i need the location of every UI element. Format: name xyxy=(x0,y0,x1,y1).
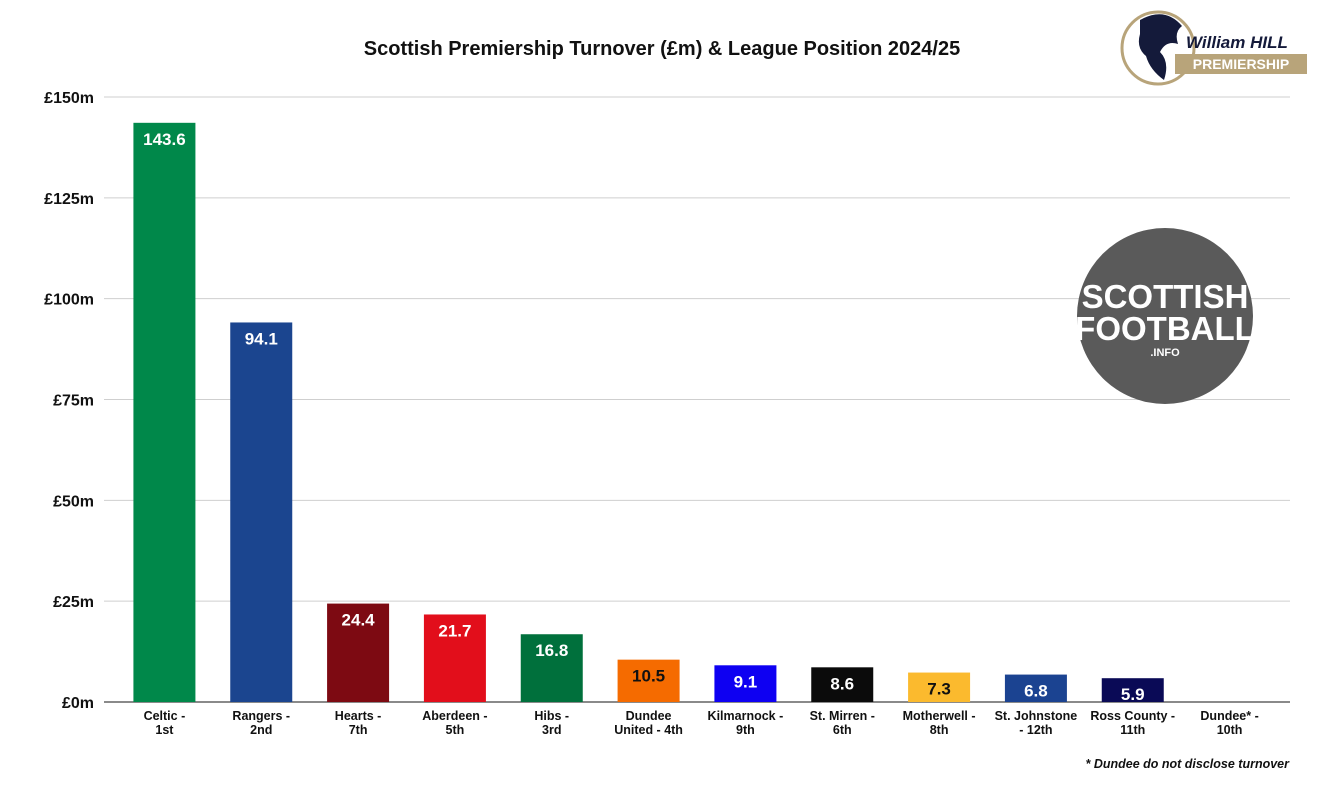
x-tick-label: Kilmarnock -9th xyxy=(708,709,784,737)
y-tick-label: £0m xyxy=(62,695,94,712)
y-tick-label: £50m xyxy=(53,493,94,510)
footnote: * Dundee do not disclose turnover xyxy=(1086,757,1291,771)
x-tick-label: St. Johnstone - 12th xyxy=(995,709,1078,737)
bar xyxy=(423,614,486,702)
x-tick-label: Hearts -7th xyxy=(335,709,382,737)
bar xyxy=(1004,674,1067,702)
data-label: 10.5 xyxy=(632,667,665,686)
data-label: 16.8 xyxy=(535,641,568,660)
bar xyxy=(230,322,293,702)
x-tick-label: Rangers -2nd xyxy=(232,709,290,737)
bar xyxy=(714,665,777,702)
y-axis-ticks: £0m £25m £50m £75m £100m £125m £150m xyxy=(44,90,94,712)
data-label: 5.9 xyxy=(1121,685,1145,704)
bar xyxy=(327,603,390,702)
scottish-football-info-logo: SCOTTISH FOOTBALL .INFO xyxy=(1075,228,1255,404)
premiership-banner-text: PREMIERSHIP xyxy=(1193,56,1289,72)
x-axis-ticks: Celtic -1st Rangers -2nd Hearts -7th Aberde… xyxy=(144,709,1259,737)
bar xyxy=(520,634,583,702)
lion-mane-icon xyxy=(1138,14,1182,81)
y-tick-label: £150m xyxy=(44,90,94,107)
watermark-line3: .INFO xyxy=(1150,347,1180,359)
x-tick-label: Hibs -3rd xyxy=(534,709,569,737)
bar xyxy=(811,667,874,702)
data-label: 94.1 xyxy=(245,329,278,348)
data-label: 8.6 xyxy=(830,674,854,693)
chart-title: Scottish Premiership Turnover (£m) & Lea… xyxy=(364,38,960,60)
gridlines xyxy=(104,96,1290,703)
watermark-circle xyxy=(1077,228,1253,404)
sponsor-name: William HILL xyxy=(1186,33,1288,52)
bars: 143.6 94.1 24.4 21.7 16.8 10.5 9.1 8.6 7.3 6.8 5.9 xyxy=(133,122,1164,704)
watermark-line1: SCOTTISH xyxy=(1082,278,1249,315)
y-tick-label: £75m xyxy=(53,393,94,410)
data-label: 6.8 xyxy=(1024,682,1048,701)
data-label: 24.4 xyxy=(342,611,376,630)
bar xyxy=(617,659,680,702)
y-tick-label: £25m xyxy=(53,594,94,611)
bar xyxy=(133,122,196,702)
x-tick-label: St. Mirren -6th xyxy=(810,709,875,737)
x-tick-label: Aberdeen -5th xyxy=(422,709,487,737)
data-label: 21.7 xyxy=(438,621,471,640)
premiership-logo: William HILL PREMIERSHIP xyxy=(1120,10,1307,86)
data-label: 9.1 xyxy=(734,672,758,691)
x-tick-label: Motherwell -8th xyxy=(903,709,976,737)
watermark-line2: FOOTBALL xyxy=(1075,310,1255,347)
x-tick-label: Celtic -1st xyxy=(144,709,186,737)
x-tick-label: Dundee United - 4th xyxy=(614,709,683,737)
data-label: 7.3 xyxy=(927,680,951,699)
y-tick-label: £125m xyxy=(44,191,94,208)
x-tick-label: Dundee* -10th xyxy=(1200,709,1258,737)
data-label: 143.6 xyxy=(143,130,186,149)
premiership-banner xyxy=(1175,54,1307,74)
y-tick-label: £100m xyxy=(44,292,94,309)
x-tick-label: Ross County -11th xyxy=(1090,709,1175,737)
bar xyxy=(1101,678,1164,702)
bar xyxy=(908,672,971,702)
